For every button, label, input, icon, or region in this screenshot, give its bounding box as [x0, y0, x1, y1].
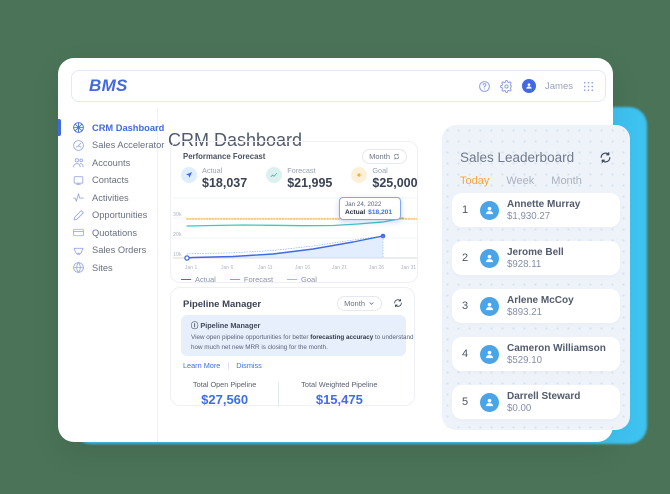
- svg-text:Jan 6: Jan 6: [221, 265, 233, 271]
- svg-text:40k: 40k: [173, 196, 182, 198]
- svg-text:20k: 20k: [173, 232, 182, 238]
- svg-text:10k: 10k: [173, 252, 182, 258]
- svg-text:Jan 16: Jan 16: [295, 265, 310, 271]
- svg-text:Jan 26: Jan 26: [369, 265, 384, 271]
- svg-text:Jan 11: Jan 11: [258, 265, 273, 271]
- svg-text:Jan 1: Jan 1: [185, 265, 197, 271]
- svg-text:Jan 31: Jan 31: [401, 265, 416, 271]
- svg-text:30k: 30k: [173, 212, 182, 218]
- svg-text:Jan 21: Jan 21: [332, 265, 347, 271]
